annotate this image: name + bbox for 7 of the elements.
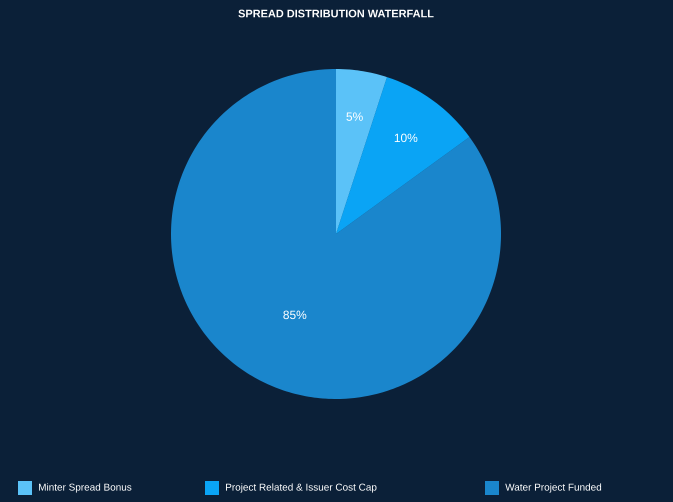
- legend-label: Water Project Funded: [505, 483, 602, 493]
- legend-label: Project Related & Issuer Cost Cap: [226, 483, 376, 493]
- data-label: 85%: [283, 310, 306, 320]
- data-label: 5%: [346, 112, 363, 121]
- chart-title: SPREAD DISTRIBUTION WATERFALL: [238, 10, 434, 18]
- legend-label: Minter Spread Bonus: [39, 483, 132, 493]
- data-label: 10%: [394, 134, 418, 142]
